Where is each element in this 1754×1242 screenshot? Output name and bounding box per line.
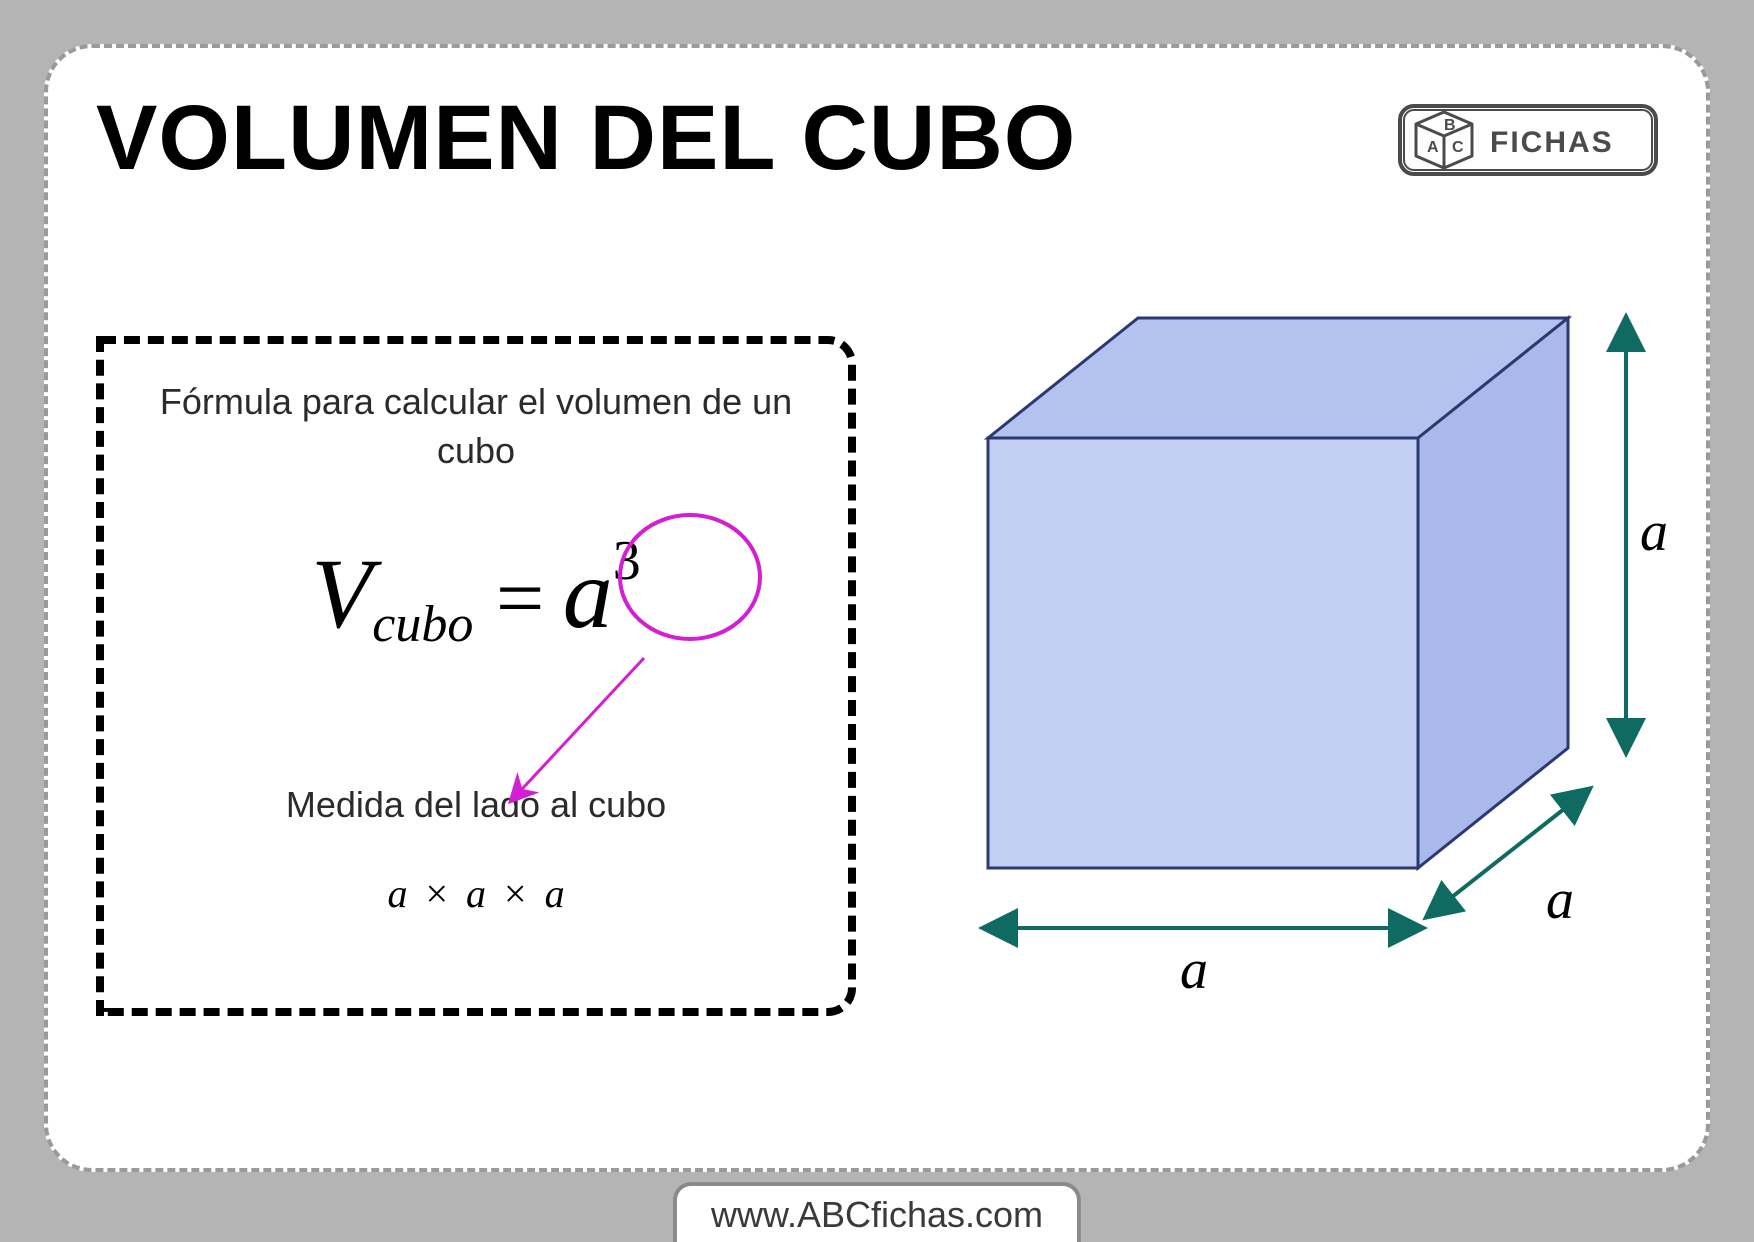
worksheet-card: VOLUMEN DEL CUBO A B C FICHAS Fórmula pa… xyxy=(44,44,1710,1172)
exp-term-2: a xyxy=(466,871,486,916)
cube-svg xyxy=(918,308,1678,1048)
formula-note: Medida del lado al cubo xyxy=(134,784,818,826)
dim-label-height: a xyxy=(1640,500,1668,564)
formula-box: Fórmula para calcular el volumen de un c… xyxy=(96,336,856,1016)
formula-lhs-subscript: cubo xyxy=(372,596,473,653)
formula-rhs-exponent: 3 xyxy=(613,530,641,592)
logo-letter-c: C xyxy=(1452,139,1464,156)
logo-letter-a: A xyxy=(1427,139,1439,156)
page-title: VOLUMEN DEL CUBO xyxy=(96,86,1076,191)
formula-expansion: a × a × a xyxy=(134,870,818,917)
formula-lhs-symbol: V xyxy=(311,538,372,649)
dim-label-width: a xyxy=(1180,938,1208,1002)
exp-op-1: × xyxy=(425,871,448,916)
volume-formula: Vcubo = a3 xyxy=(134,529,818,654)
logo-letter-b: B xyxy=(1444,117,1456,134)
brand-logo-svg: A B C FICHAS xyxy=(1398,100,1658,180)
formula-description: Fórmula para calcular el volumen de un c… xyxy=(134,378,818,475)
cube-diagram: a a a xyxy=(918,308,1678,1048)
exp-op-2: × xyxy=(504,871,527,916)
dim-label-depth: a xyxy=(1546,868,1574,932)
formula-rhs-base: a xyxy=(563,538,613,649)
exp-term-3: a xyxy=(545,871,565,916)
footer-url-badge: www.ABCfichas.com xyxy=(673,1182,1081,1242)
exp-term-1: a xyxy=(387,871,407,916)
formula-equals: = xyxy=(496,550,545,646)
logo-text: FICHAS xyxy=(1490,126,1614,159)
brand-logo: A B C FICHAS xyxy=(1398,100,1658,180)
